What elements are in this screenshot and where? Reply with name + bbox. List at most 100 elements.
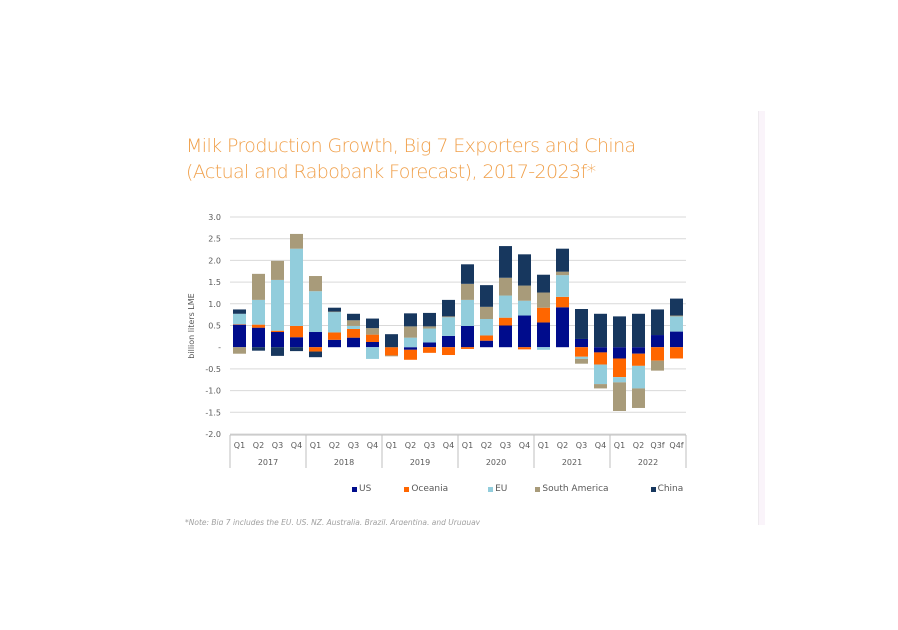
bar-segment-china [461,264,474,284]
bar-segment-oceania [233,324,246,325]
bar-segment-us [651,335,664,348]
bar-segment-oceania [309,347,322,352]
bar-segment-south-america [271,260,284,280]
chart-title: Milk Production Growth, Big 7 Exporters … [186,133,636,185]
x-group-label: 2021 [562,458,582,467]
x-tick-label: Q1 [234,441,245,450]
bar-segment-china [575,309,588,339]
x-group-label: 2017 [258,458,278,467]
x-tick-label: Q1 [462,441,473,450]
bar-segment-oceania [651,347,664,361]
bar-segment-us [518,315,531,348]
bar-segment-us [632,347,645,354]
x-tick-label: Q4f [669,441,683,450]
bar-segment-eu [290,248,303,326]
x-tick-label: Q2 [481,441,492,450]
bar-segment-us [594,347,607,353]
bar-segment-china [328,307,341,312]
bar-segment-us [423,342,436,348]
bar-segment-eu [233,313,246,325]
bar-segment-us [271,332,284,348]
y-tick-label: 1.5 [208,278,221,287]
bar-segment-south-america [423,326,436,329]
x-group-label: 2020 [486,458,506,467]
x-tick-label: Q4 [291,441,302,450]
bar-segment-us [461,325,474,348]
bar-segment-china [252,347,265,351]
bar-segment-oceania [271,330,284,333]
y-tick-label: 1.0 [208,300,221,309]
bar-segment-china [423,312,436,327]
bar-segment-eu [594,364,607,385]
bar-segment-china [613,316,626,348]
bar-segment-china [347,313,360,321]
bar-segment-eu [366,347,379,359]
bar-segment-eu [442,317,455,336]
legend-item-us: US [352,484,371,494]
bar-segment-china [233,309,246,314]
bar-segment-south-america [309,276,322,292]
bar-segment-china [556,248,569,272]
bar-segment-south-america [252,273,265,300]
bar-segment-us [670,331,683,348]
bar-segment-south-america [442,316,455,318]
x-tick-label: Q2 [405,441,416,450]
bar-segment-south-america [404,326,417,338]
bar-segment-eu [518,300,531,316]
bar-segment-eu [423,328,436,343]
chart-title-line-1: Milk Production Growth, Big 7 Exporters … [186,135,636,157]
bar-segment-south-america [632,388,645,408]
x-tick-label: Q3 [348,441,359,450]
footnote: *Note: Big 7 includes the EU, US, NZ, Au… [185,518,481,525]
bar-segment-south-america [594,384,607,389]
bar-segment-eu [575,356,588,359]
x-tick-label: Q2 [253,441,264,450]
bar-segment-south-america [366,328,379,335]
legend-item-eu: EU [488,484,507,494]
y-tick-label: -1.5 [205,408,221,417]
bar-segment-south-america [480,306,493,319]
bar-segment-eu [670,316,683,332]
x-tick-label: Q4 [367,441,378,450]
bar-segment-china [442,299,455,317]
bar-segment-eu [347,325,360,329]
bar-segment-oceania [670,347,683,359]
bar-segment-china [290,347,303,352]
bar-segment-eu [309,291,322,333]
bar-segment-south-america [518,285,531,301]
x-group-label: 2018 [334,458,354,467]
bar-segment-south-america [556,271,569,276]
x-group-label: 2019 [410,458,430,467]
legend-swatch [352,486,357,492]
page-side-scrollbar [758,111,765,525]
bar-segment-us [347,337,360,348]
bar-segment-oceania [461,347,474,349]
bar-segment-us [233,324,246,348]
legend: US Oceania EU South America China [352,484,683,494]
bar-segment-eu [252,299,265,325]
bar-segment-china [537,274,550,293]
chart-title-line-2: (Actual and Rabobank Forecast), 2017-202… [186,161,596,183]
x-tick-label: Q4 [443,441,454,450]
bar-segment-china [385,334,398,348]
x-tick-label: Q2 [329,441,340,450]
bar-segment-china [670,298,683,316]
bar-segment-south-america [499,277,512,296]
y-tick-label: 3.0 [208,213,221,222]
bar-segment-eu [499,295,512,318]
bar-segment-oceania [290,325,303,338]
bar-segment-eu [537,347,550,350]
legend-item-south-america: South America [535,484,609,494]
bar-segment-us [499,325,512,348]
bar-segment-oceania [537,307,550,323]
bar-segment-oceania [347,328,360,338]
legend-item-china: China [650,484,683,494]
bar-segment-us [537,322,550,348]
legend-label: Oceania [411,484,449,494]
bar-segment-south-america [461,283,474,300]
bar-segment-china [518,254,531,286]
bar-segment-oceania [328,332,341,340]
legend-swatch [535,486,541,492]
bar-segment-south-america [613,382,626,411]
